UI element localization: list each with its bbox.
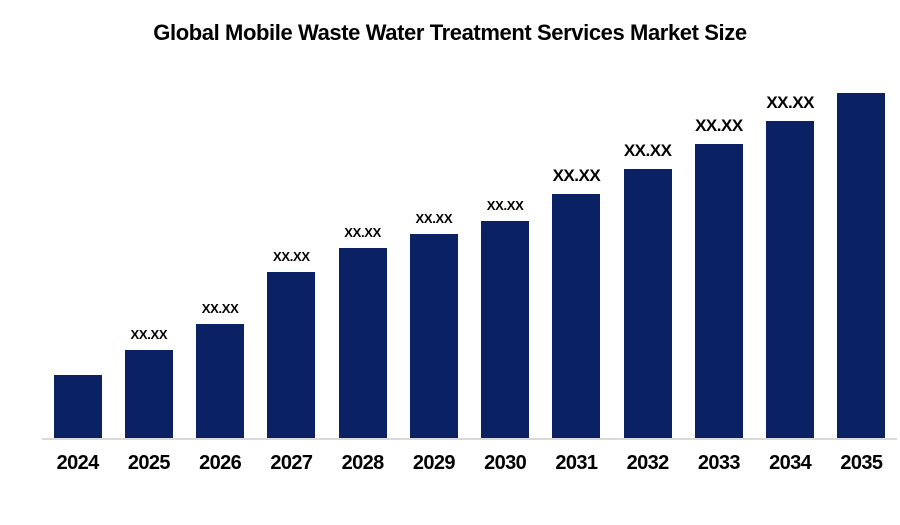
bar-value-label: XX.XX	[623, 141, 672, 160]
bar-column: XX.XX	[327, 93, 398, 438]
x-axis-tick-label: 2034	[769, 452, 812, 474]
bar-value-label: XX.XX	[766, 93, 814, 112]
bar-value-label: XX.XX	[486, 198, 524, 213]
x-axis-line	[42, 438, 897, 440]
bar-value-label: XX.XX	[201, 301, 239, 316]
bar-2027	[267, 272, 316, 438]
bar-column: XX.XX	[256, 93, 327, 438]
bar-2035	[837, 93, 886, 438]
bar-2032	[623, 169, 672, 438]
bar-column	[42, 93, 113, 438]
x-axis-tick-label: 2029	[412, 452, 456, 474]
bar-2034	[766, 121, 815, 438]
x-axis-tick-label: 2024	[56, 452, 100, 474]
plot-area: XX.XX XX.XX XX.XX XX.XX XX.XX XX.XX XX.XX XX.XX…	[42, 93, 897, 475]
x-axis-tick-label: 2028	[341, 452, 385, 474]
bar-column: XX.XX	[755, 93, 826, 438]
bar-column: XX.XX	[541, 93, 612, 438]
bar-column: XX.XX	[683, 93, 754, 438]
bar-column: XX.XX	[398, 93, 469, 438]
bar-2031	[552, 194, 601, 438]
bar-value-label: XX.XX	[552, 166, 601, 185]
bar-2030	[481, 221, 530, 438]
bar-value-label: XX.XX	[344, 225, 382, 240]
bar-2033	[694, 144, 743, 438]
x-axis-tick-label: 2027	[270, 452, 313, 474]
bar-2028	[338, 248, 387, 438]
bar-value-label: XX.XX	[415, 211, 453, 226]
x-axis-tick-label: 2030	[484, 452, 527, 474]
bar-column: XX.XX	[113, 93, 184, 438]
x-axis-tick-label: 2026	[199, 452, 242, 474]
x-axis-tick-label: 2025	[127, 452, 171, 474]
x-axis-tick-label: 2033	[697, 452, 741, 474]
x-axis-labels-row: 2024 2025 2026 2027 2028 2029 2030 2031 2032 2033…	[42, 452, 897, 475]
bar-column	[826, 93, 897, 438]
chart-title: Global Mobile Waste Water Treatment Serv…	[153, 20, 747, 45]
bar-2026	[196, 324, 245, 438]
x-axis-tick-label: 2031	[555, 452, 598, 474]
bar-column: XX.XX	[470, 93, 541, 438]
bar-2025	[124, 350, 173, 438]
bar-2029	[409, 234, 458, 438]
bars-row: XX.XX XX.XX XX.XX XX.XX XX.XX XX.XX XX.XX XX.XX…	[42, 93, 897, 438]
x-axis-tick-label: 2032	[626, 452, 670, 474]
bar-value-label: XX.XX	[130, 327, 168, 342]
bar-column: XX.XX	[185, 93, 256, 438]
bar-value-label: XX.XX	[695, 116, 743, 135]
x-axis-tick-label: 2035	[840, 452, 883, 474]
bar-value-label: XX.XX	[272, 249, 310, 264]
bar-2024	[53, 375, 102, 438]
bar-column: XX.XX	[612, 93, 683, 438]
